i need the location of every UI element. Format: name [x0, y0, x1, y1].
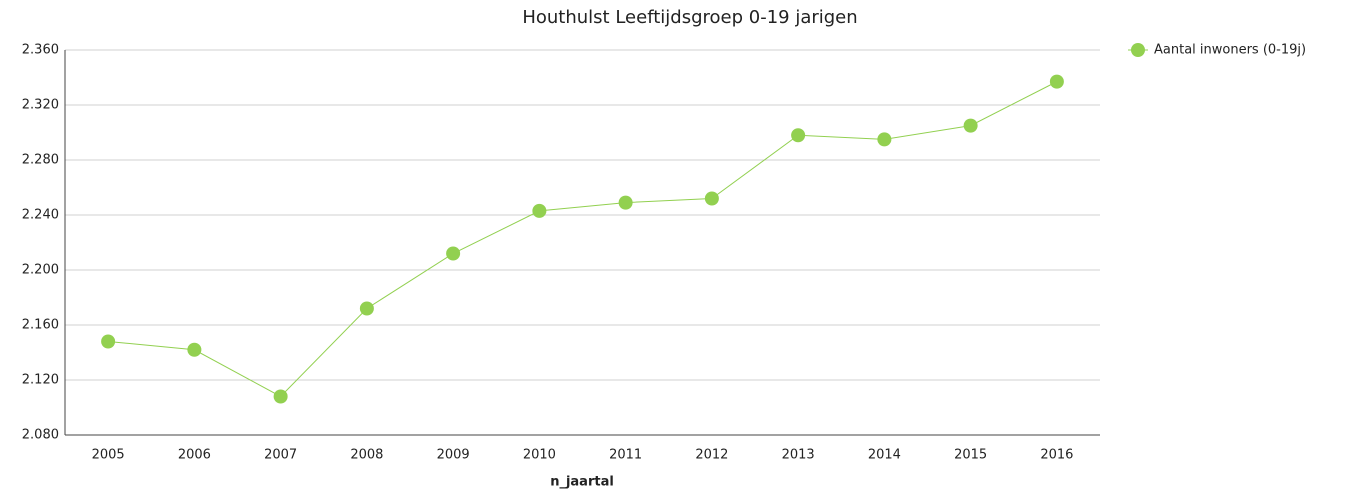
data-point: [704, 191, 719, 206]
x-tick-label: 2008: [350, 448, 383, 463]
x-tick-label: 2006: [178, 448, 211, 463]
data-point: [618, 195, 633, 210]
x-tick-label: 2013: [782, 448, 815, 463]
y-tick-label: 2.240: [22, 208, 59, 223]
data-point: [963, 118, 978, 133]
data-point: [532, 203, 547, 218]
x-tick-label: 2015: [954, 448, 987, 463]
data-point: [273, 389, 288, 404]
series-line: [108, 81, 1058, 398]
y-tick-label: 2.280: [22, 153, 59, 168]
x-tick-label: 2016: [1040, 448, 1073, 463]
y-tick-label: 2.320: [22, 98, 59, 113]
data-point: [791, 128, 806, 143]
data-point: [877, 132, 892, 147]
chart-title: Houthulst Leeftijdsgroep 0-19 jarigen: [522, 7, 857, 28]
x-tick-label: 2005: [92, 448, 125, 463]
data-point: [187, 342, 202, 357]
data-point: [101, 334, 116, 349]
legend-label: Aantal inwoners (0-19j): [1154, 43, 1306, 58]
x-tick-label: 2011: [609, 448, 642, 463]
y-tick-label: 2.200: [22, 263, 59, 278]
y-tick-label: 2.080: [22, 428, 59, 443]
y-tick-label: 2.160: [22, 318, 59, 333]
y-tick-label: 2.360: [22, 43, 59, 58]
x-axis-label: n_jaartal: [550, 475, 614, 490]
x-tick-label: 2012: [695, 448, 728, 463]
data-point: [1049, 74, 1064, 89]
x-tick-label: 2010: [523, 448, 556, 463]
data-point: [446, 246, 461, 261]
x-tick-label: 2014: [868, 448, 901, 463]
legend-marker: [1131, 43, 1145, 57]
x-tick-label: 2009: [437, 448, 470, 463]
x-tick-label: 2007: [264, 448, 297, 463]
data-point: [359, 301, 374, 316]
y-tick-label: 2.120: [22, 373, 59, 388]
